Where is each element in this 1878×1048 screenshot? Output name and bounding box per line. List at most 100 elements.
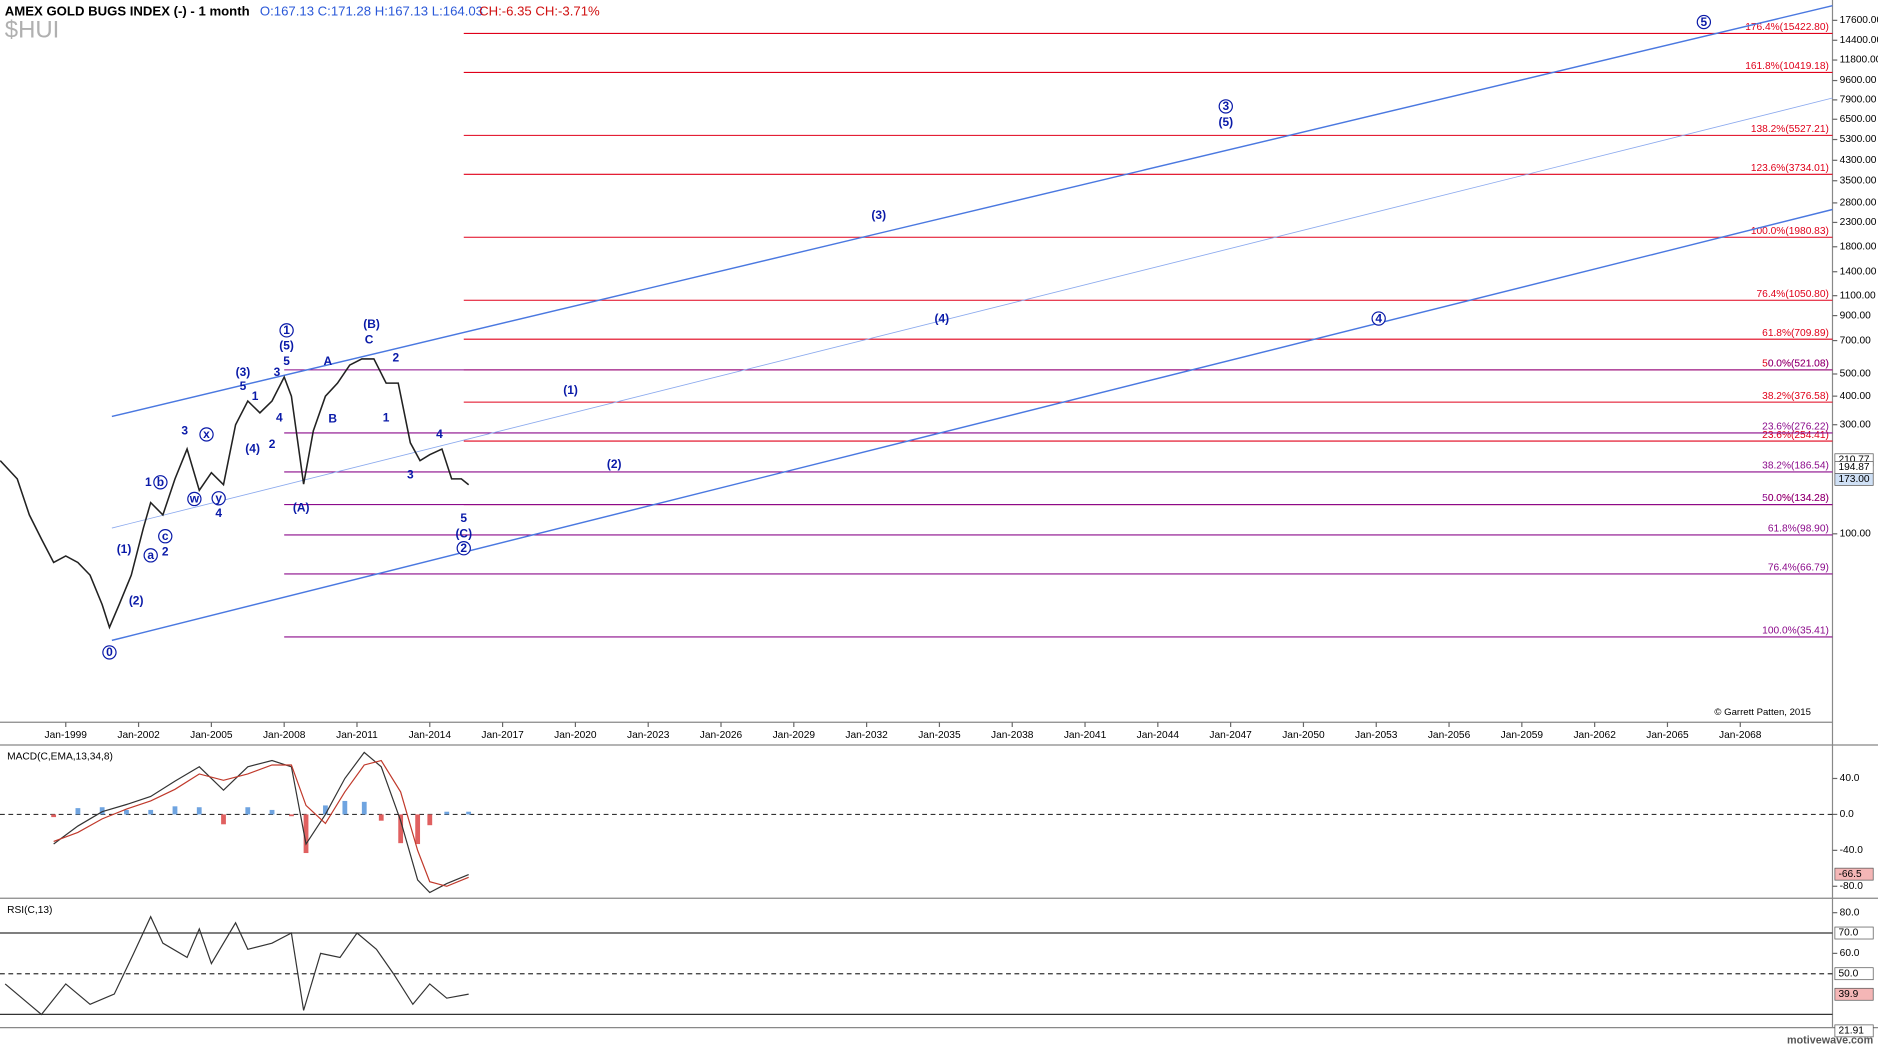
ohlc: O:167.13 C:171.28 H:167.13 L:164.03 (260, 3, 483, 18)
fib-level-label: 50.0%(134.28) (1762, 493, 1829, 504)
y-tick-label: 6500.00 (1840, 114, 1877, 125)
wave-circle (153, 475, 168, 490)
x-tick-label: Jan-2017 (481, 730, 524, 741)
macd-title: MACD(C,EMA,13,34,8) (7, 752, 113, 763)
wave-label: x (203, 427, 210, 441)
histogram-bar (361, 801, 367, 815)
x-tick-label: Jan-2014 (409, 730, 452, 741)
wave-circle (1696, 14, 1712, 30)
histogram-bar (378, 814, 384, 821)
x-tick-label: Jan-2026 (700, 730, 743, 741)
wave-label: 1 (283, 323, 290, 337)
wave-label: 3 (407, 468, 414, 482)
symbol: $HUI (5, 16, 60, 43)
wave-label: 4 (1375, 311, 1382, 325)
y-tick-label: 400.00 (1840, 391, 1871, 402)
x-tick-label: Jan-2065 (1646, 730, 1689, 741)
wave-label: 2 (460, 541, 467, 555)
histogram-bar (398, 814, 404, 844)
wave-label: (2) (607, 457, 622, 471)
x-tick-label: Jan-2053 (1355, 730, 1398, 741)
histogram-bar (466, 811, 472, 815)
wave-label: 1 (145, 475, 152, 489)
histogram-bar (99, 807, 105, 815)
wave-label: 5 (240, 379, 247, 393)
wave-label: 2 (162, 544, 169, 558)
x-tick-label: Jan-2038 (991, 730, 1034, 741)
fib-level-label: 100.0%(1980.83) (1751, 226, 1829, 237)
fib-level-label: 61.8%(709.89) (1762, 328, 1829, 339)
price-badge (1834, 1024, 1874, 1038)
price-badge (1834, 473, 1874, 486)
price-badge (1834, 867, 1874, 881)
y-tick-label: 300.00 (1840, 419, 1871, 430)
wave-circle (1371, 311, 1386, 326)
macd-line (53, 751, 469, 894)
y-tick-label: 2300.00 (1840, 217, 1877, 228)
fib-level-label: 76.4%(66.79) (1768, 563, 1829, 574)
x-tick-label: Jan-2011 (336, 730, 378, 741)
price-line (0, 358, 470, 630)
macd-line (53, 759, 469, 887)
price-badge-label: 21.91 (1838, 1026, 1864, 1037)
x-tick-label: Jan-2020 (554, 730, 597, 741)
rsi-title: RSI(C,13) (7, 905, 52, 916)
fib-level-label: 123.6%(3734.01) (1751, 163, 1829, 174)
wave-circle (211, 491, 226, 506)
wave-label: (4) (935, 311, 950, 325)
x-tick-label: Jan-2044 (1137, 730, 1180, 741)
wave-label: A (324, 354, 333, 368)
wave-label: 4 (276, 410, 283, 424)
y-tick-label: 900.00 (1840, 310, 1871, 321)
histogram-bar (51, 814, 57, 818)
y-tick-label: 1800.00 (1840, 241, 1877, 252)
y-tick-label: 3500.00 (1840, 175, 1877, 186)
wave-label: 5 (283, 354, 290, 368)
y-tick-label: 9600.00 (1840, 75, 1877, 86)
wave-label: 5 (460, 511, 467, 525)
x-tick-label: Jan-2056 (1428, 730, 1471, 741)
x-tick-label: Jan-2002 (117, 730, 160, 741)
wave-label: 4 (436, 427, 443, 441)
wave-label: w (189, 492, 200, 506)
histogram-bar (342, 800, 348, 815)
x-tick-label: Jan-2023 (627, 730, 670, 741)
rsi-line (4, 915, 469, 1016)
fib-level-label: 138.2%(5527.21) (1751, 124, 1829, 135)
fib-level-label: 161.8%(10419.18) (1745, 61, 1829, 72)
wave-label: a (147, 548, 154, 562)
y-tick-label: 4300.00 (1840, 155, 1877, 166)
price-badge-label: -66.5 (1838, 869, 1862, 880)
wave-label: (A) (293, 501, 310, 515)
histogram-bar (323, 805, 328, 815)
chart-title: AMEX GOLD BUGS INDEX (-) - 1 month (5, 3, 250, 18)
x-tick-label: Jan-2047 (1209, 730, 1252, 741)
fib-level-label: 23.6%(254.41) (1762, 430, 1829, 441)
wave-label: 2 (392, 351, 399, 365)
fib-level-label: 76.4%(1050.80) (1757, 289, 1829, 300)
y-tick-label: 7900.00 (1840, 95, 1877, 106)
wave-label: y (215, 491, 222, 505)
wave-label: 2 (269, 437, 276, 451)
copyright: © Garrett Patten, 2015 (1714, 707, 1811, 718)
price-badge (1834, 987, 1874, 1001)
wave-label: 3 (274, 365, 281, 379)
price-badge-label: 173.00 (1838, 474, 1869, 485)
x-tick-label: Jan-2041 (1064, 730, 1107, 741)
x-tick-label: Jan-2029 (773, 730, 816, 741)
wave-label: 1 (383, 410, 390, 424)
wave-circle (187, 491, 202, 507)
change: CH:-6.35 CH:-3.71% (479, 3, 600, 18)
y-tick-label: 1100.00 (1840, 290, 1876, 301)
histogram-bar (75, 808, 81, 815)
fib-level-label: 61.8%(98.90) (1768, 524, 1829, 535)
wave-circle (102, 645, 117, 660)
histogram-bar (427, 814, 433, 826)
x-tick-label: Jan-2035 (918, 730, 961, 741)
wave-circle (158, 529, 173, 544)
fib-level-label: 50.0%(521.08) (1762, 359, 1829, 370)
trend-line (111, 97, 1833, 529)
trend-line (111, 4, 1833, 418)
